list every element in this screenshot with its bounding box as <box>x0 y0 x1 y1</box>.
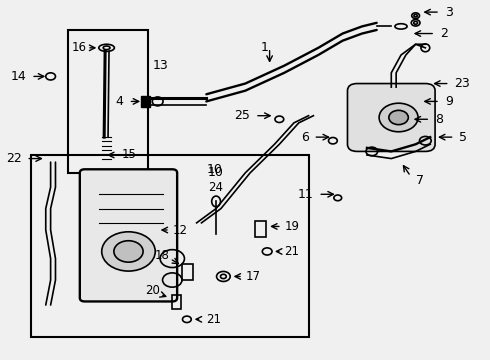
Text: 2: 2 <box>440 27 448 40</box>
Text: 9: 9 <box>445 95 453 108</box>
Text: 8: 8 <box>435 113 443 126</box>
Text: 16: 16 <box>72 41 87 54</box>
Text: 17: 17 <box>245 270 260 283</box>
Bar <box>255 221 266 237</box>
Text: 15: 15 <box>121 148 136 162</box>
Text: 18: 18 <box>155 248 170 261</box>
FancyBboxPatch shape <box>347 84 435 152</box>
Text: 1: 1 <box>261 41 269 54</box>
Text: 5: 5 <box>460 131 467 144</box>
Circle shape <box>114 241 143 262</box>
Circle shape <box>102 232 155 271</box>
Text: 12: 12 <box>172 224 187 237</box>
Bar <box>172 295 181 309</box>
Text: 6: 6 <box>301 131 309 144</box>
Text: 10: 10 <box>206 163 222 176</box>
Text: 25: 25 <box>234 109 250 122</box>
Circle shape <box>379 103 418 132</box>
Text: 23: 23 <box>455 77 470 90</box>
Text: 20: 20 <box>145 284 160 297</box>
Text: 21: 21 <box>206 313 221 326</box>
Text: 21: 21 <box>284 245 299 258</box>
Bar <box>68 30 148 173</box>
Circle shape <box>389 111 408 125</box>
Text: 10: 10 <box>208 166 224 179</box>
Bar <box>141 96 150 107</box>
FancyBboxPatch shape <box>80 169 177 301</box>
Bar <box>182 264 193 280</box>
Text: 7: 7 <box>416 174 424 186</box>
Bar <box>31 155 309 337</box>
Text: 14: 14 <box>10 70 26 83</box>
Text: 19: 19 <box>284 220 299 233</box>
Text: 22: 22 <box>6 152 22 165</box>
Text: 3: 3 <box>445 6 453 19</box>
Text: 4: 4 <box>116 95 123 108</box>
Text: 11: 11 <box>297 188 314 201</box>
Text: 13: 13 <box>153 59 169 72</box>
Text: 24: 24 <box>209 181 223 194</box>
